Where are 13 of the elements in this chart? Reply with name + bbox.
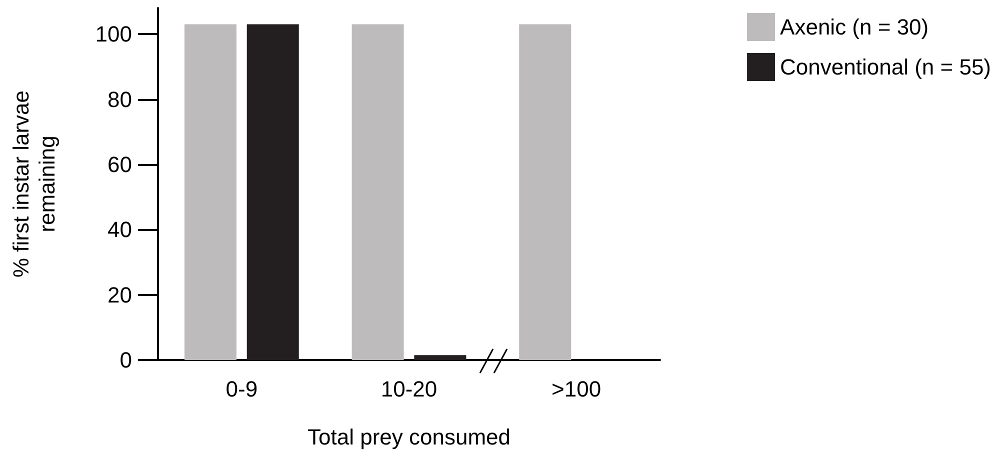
- legend-label: Conventional (n = 55): [780, 54, 992, 80]
- y-axis-title: % first instar larvae remaining: [8, 90, 60, 278]
- y-tick-label: 80: [108, 86, 132, 112]
- y-tick-label: 60: [108, 152, 132, 177]
- x-tick-label: >100: [552, 376, 602, 402]
- x-tick-label: 10-20: [380, 376, 438, 402]
- y-tick-label: 40: [108, 217, 132, 242]
- y-tick-label: 0: [120, 348, 132, 372]
- y-tick-label: 100: [95, 22, 132, 47]
- x-axis-title: Total prey consumed: [308, 424, 510, 450]
- legend-label: Axenic (n = 30): [780, 14, 929, 40]
- x-tick-label: 0-9: [226, 376, 258, 402]
- y-tick-label: 20: [108, 282, 132, 308]
